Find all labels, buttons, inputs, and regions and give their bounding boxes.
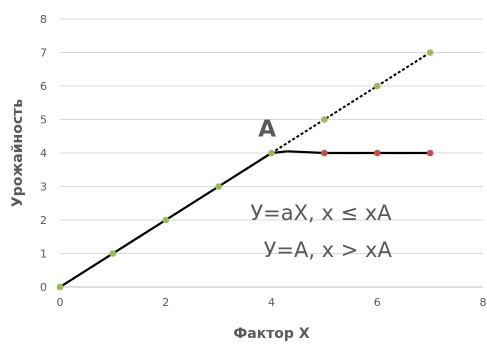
y-tick-label: 7 [40,47,47,60]
data-point [162,216,170,224]
y-tick-label: 5 [40,114,47,127]
tick-labels: 0 1 2 3 4 5 6 7 8 0 2 4 6 8 [40,13,487,309]
data-point [321,149,328,157]
data-point [109,250,117,257]
series-line [59,51,431,288]
y-tick-label: 4 [40,147,47,160]
data-point [268,149,275,157]
data-point [56,283,64,291]
x-tick-label: 8 [480,296,487,309]
series-line [287,150,431,155]
x-tick-label: 6 [374,296,381,309]
series-0-markers [56,49,434,291]
series-2 [287,150,431,155]
x-axis-title: Фактор X [233,326,309,342]
y-tick-label: 8 [40,13,47,26]
data-point [373,149,381,157]
x-tick-label: 0 [57,296,64,309]
y-tick-label: 3 [40,181,47,194]
annotation-formula-constant: У=A, x > xA [264,238,393,262]
x-tick-label: 4 [268,296,275,309]
data-point [215,183,222,190]
y-tick-label: 1 [40,248,47,261]
annotation-formula-linear: У=aX, x ≤ xA [250,201,392,225]
data-point [426,149,434,157]
series-group [56,49,434,291]
y-axis-title: Урожайность [10,99,26,207]
data-point [321,116,328,123]
data-point [373,82,381,90]
y-tick-label: 2 [40,214,47,227]
data-point [426,49,434,56]
annotation-point-label: A [258,116,276,142]
series-2-markers [321,149,434,157]
y-tick-label: 0 [40,281,47,294]
y-tick-label: 6 [40,80,47,93]
series-0 [59,51,431,288]
x-tick-label: 2 [162,296,169,309]
